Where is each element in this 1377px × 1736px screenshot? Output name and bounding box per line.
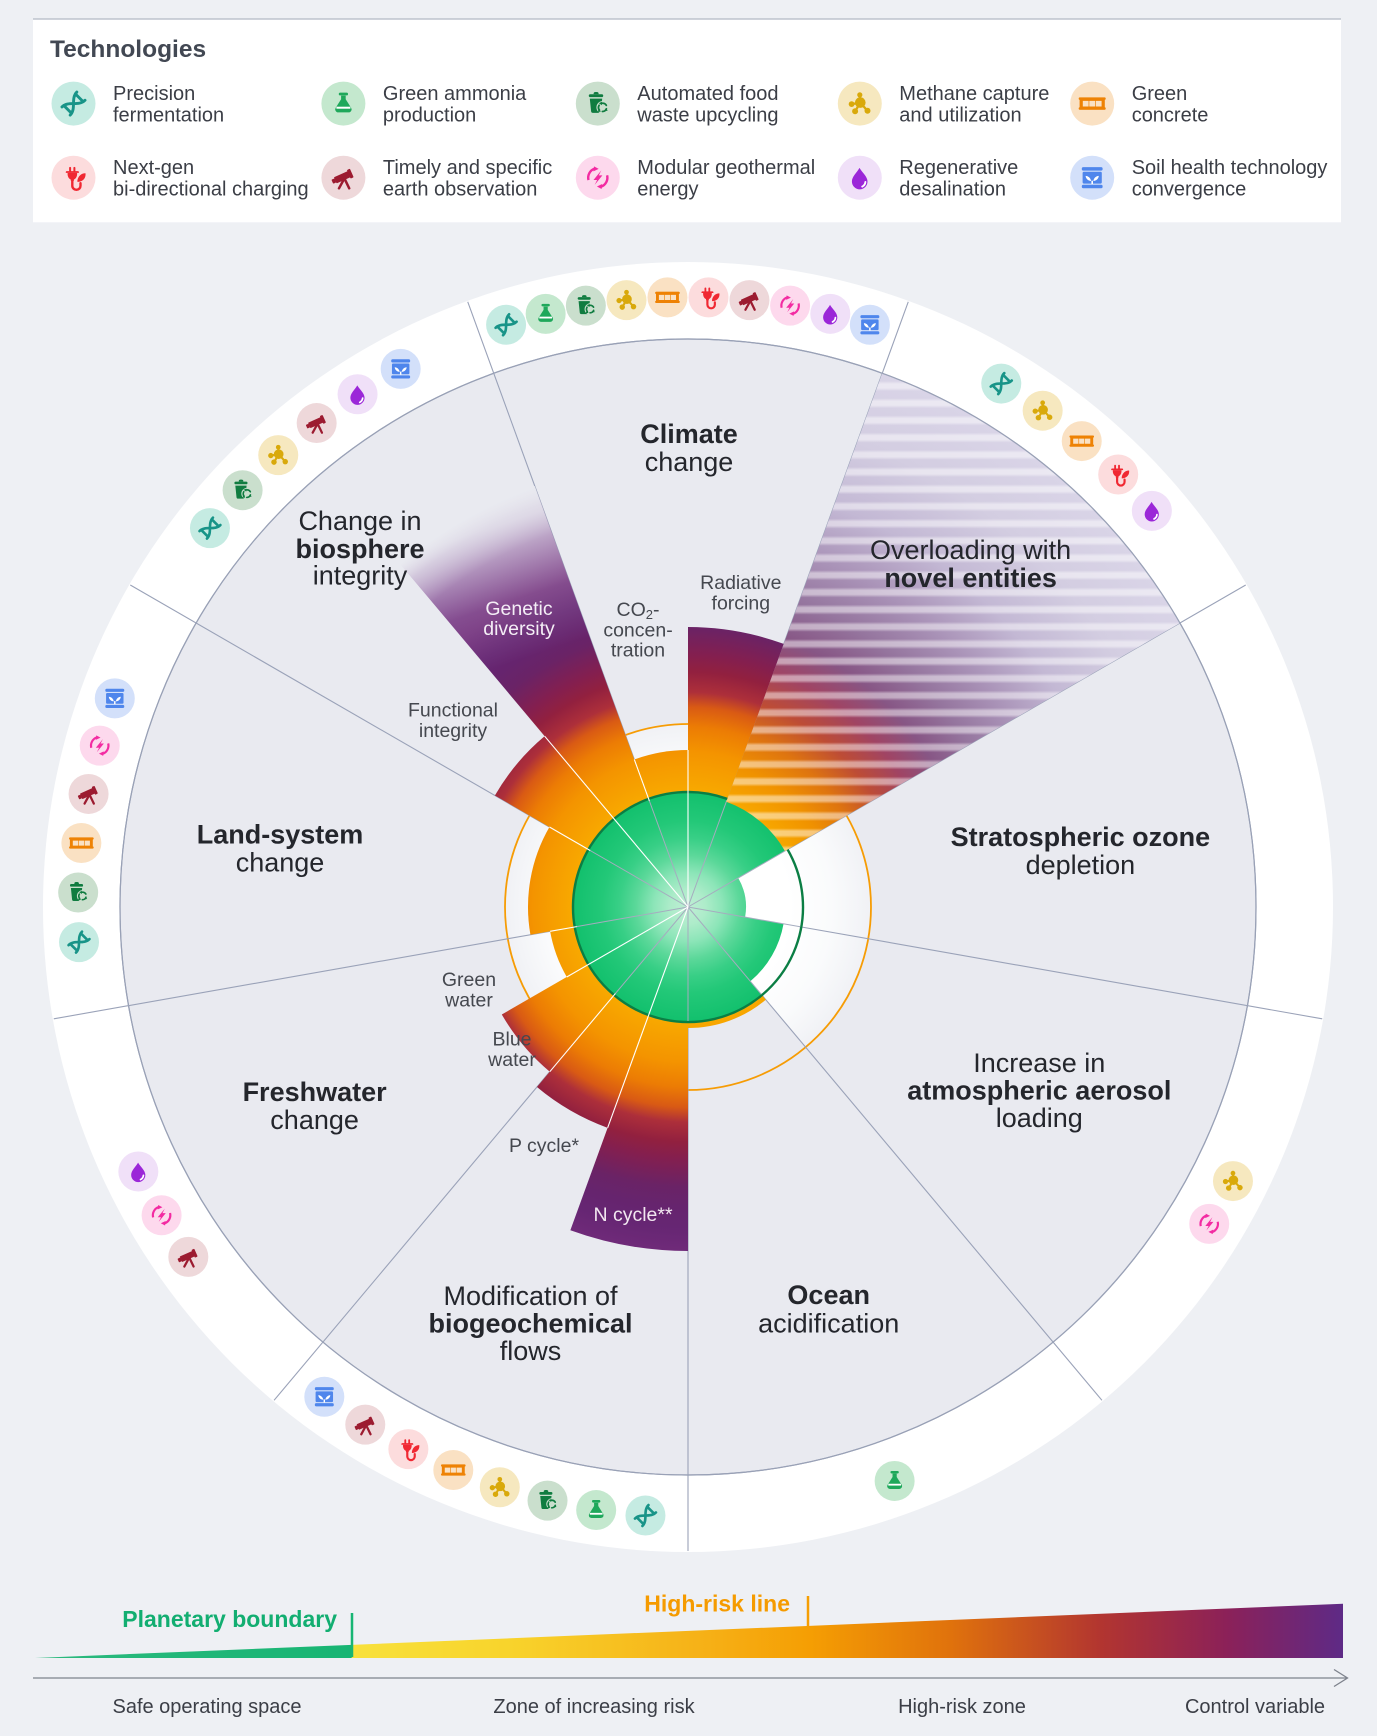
svg-text:atmospheric aerosol: atmospheric aerosol [907,1076,1171,1106]
svg-text:Automated food: Automated food [637,83,778,105]
svg-text:production: production [383,105,476,127]
svg-text:biosphere: biosphere [295,534,424,564]
svg-text:Functional: Functional [408,700,498,722]
svg-text:earth observation: earth observation [383,179,538,201]
svg-text:Radiative: Radiative [700,572,781,594]
svg-text:P cycle*: P cycle* [509,1135,579,1157]
svg-text:integrity: integrity [419,720,488,742]
svg-text:flows: flows [500,1336,562,1366]
svg-text:Overloading with: Overloading with [870,535,1071,565]
svg-text:convergence: convergence [1132,179,1247,201]
svg-text:Planetary boundary: Planetary boundary [122,1606,337,1632]
svg-text:bi-directional charging: bi-directional charging [113,179,309,201]
svg-text:Genetic: Genetic [485,598,552,620]
svg-text:loading: loading [996,1103,1083,1133]
svg-text:biogeochemical: biogeochemical [428,1308,632,1338]
svg-text:desalination: desalination [899,179,1006,201]
svg-text:depletion: depletion [1026,850,1136,880]
svg-text:energy: energy [637,179,698,201]
svg-text:Methane capture: Methane capture [899,83,1049,105]
svg-text:Increase in: Increase in [973,1048,1105,1078]
svg-text:concrete: concrete [1132,105,1209,127]
svg-text:change: change [236,848,325,878]
svg-text:change: change [645,447,734,477]
svg-text:Timely and specific: Timely and specific [383,157,552,179]
svg-text:Green: Green [442,969,496,991]
svg-text:High-risk zone: High-risk zone [898,1696,1026,1718]
svg-text:integrity: integrity [313,561,408,591]
svg-text:High-risk line: High-risk line [644,1590,790,1616]
svg-text:Regenerative: Regenerative [899,157,1018,179]
svg-text:fermentation: fermentation [113,105,224,127]
svg-text:Stratospheric ozone: Stratospheric ozone [951,822,1211,852]
svg-text:concen-: concen- [603,619,672,641]
svg-text:Freshwater: Freshwater [243,1077,388,1107]
svg-text:Control variable: Control variable [1185,1696,1325,1718]
svg-text:Soil health technology: Soil health technology [1132,157,1328,179]
svg-text:novel entities: novel entities [884,563,1057,593]
svg-text:acidification: acidification [758,1309,899,1339]
svg-text:Land-system: Land-system [197,820,364,850]
svg-text:Modification of: Modification of [443,1281,618,1311]
svg-text:Green: Green [1132,83,1188,105]
svg-text:Safe operating space: Safe operating space [112,1696,301,1718]
svg-text:Green ammonia: Green ammonia [383,83,527,105]
svg-text:waste upcycling: waste upcycling [636,105,778,127]
svg-text:Modular geothermal: Modular geothermal [637,157,815,179]
svg-text:and utilization: and utilization [899,105,1021,127]
svg-text:forcing: forcing [712,592,771,614]
svg-text:Ocean: Ocean [787,1280,870,1310]
svg-text:change: change [270,1105,359,1135]
svg-text:water: water [444,989,493,1011]
svg-text:diversity: diversity [483,618,555,640]
svg-text:Precision: Precision [113,83,195,105]
svg-text:Technologies: Technologies [50,36,206,63]
svg-text:tration: tration [611,640,665,662]
svg-text:Blue: Blue [492,1028,531,1050]
svg-text:N cycle**: N cycle** [593,1204,673,1226]
svg-text:water: water [487,1049,536,1071]
svg-text:Change in: Change in [298,506,421,536]
svg-text:Next-gen: Next-gen [113,157,194,179]
svg-text:Climate: Climate [640,419,738,449]
svg-text:Zone of increasing risk: Zone of increasing risk [493,1696,695,1718]
